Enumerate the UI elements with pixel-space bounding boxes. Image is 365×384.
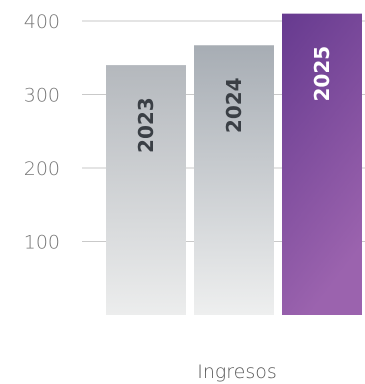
bars bbox=[106, 13, 362, 316]
y-tick-label-400: 400 bbox=[24, 11, 60, 33]
bar-label-2024: 2024 bbox=[222, 77, 246, 133]
y-axis-ticks: 100 200 300 400 bbox=[24, 11, 60, 254]
y-tick-label-300: 300 bbox=[24, 85, 60, 107]
bar-2025 bbox=[282, 13, 362, 316]
bar-labels: 2023 2024 2025 bbox=[134, 46, 334, 153]
bar-2023 bbox=[106, 65, 186, 315]
y-tick-label-100: 100 bbox=[24, 232, 60, 254]
bar-2024 bbox=[194, 45, 274, 315]
y-tick-label-200: 200 bbox=[24, 158, 60, 180]
bar-label-2025: 2025 bbox=[310, 46, 334, 102]
bar-label-2023: 2023 bbox=[134, 97, 158, 153]
x-axis-label: Ingresos bbox=[197, 361, 277, 383]
